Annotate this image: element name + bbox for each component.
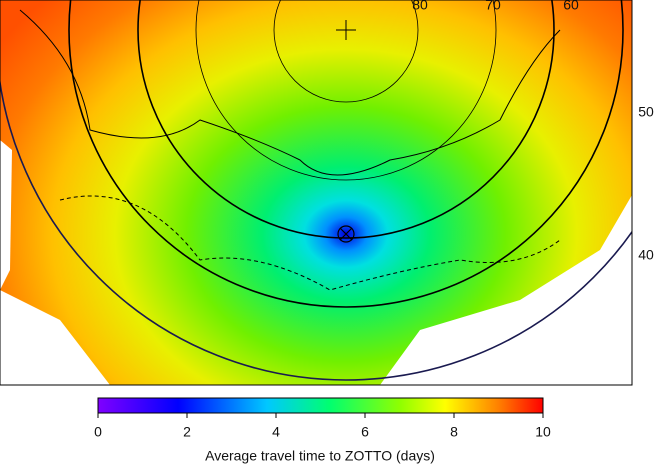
colorbar-tick-label: 8 (450, 424, 458, 440)
colorbar-tick-label: 10 (535, 424, 551, 440)
map-area (0, 0, 632, 385)
latitude-label: 40 (638, 247, 654, 263)
colorbar-tick-label: 2 (183, 424, 191, 440)
latitude-label: 70 (485, 0, 501, 13)
no-data-area (0, 290, 110, 385)
colorbar-tick-label: 0 (94, 424, 102, 440)
colorbar-tick-label: 4 (272, 424, 280, 440)
distance-circle (137, 0, 555, 239)
coastline (19, 9, 561, 176)
latitude-label: 60 (563, 0, 579, 13)
latitude-circle (195, 0, 497, 181)
distance-circle (0, 76, 632, 381)
no-data-area (0, 140, 12, 290)
border (59, 195, 561, 291)
colorbar-label: Average travel time to ZOTTO (days) (205, 448, 435, 464)
latitude-label: 50 (638, 104, 654, 120)
latitude-circle (273, 0, 419, 103)
station-marker (339, 227, 353, 241)
no-data-area (380, 195, 632, 385)
map-frame (0, 0, 633, 386)
distance-circle (68, 0, 624, 308)
colorbar (97, 397, 544, 414)
station-marker (337, 225, 355, 243)
colorbar-tick-label: 6 (361, 424, 369, 440)
latitude-label: 80 (412, 0, 428, 13)
pole-marker (336, 20, 356, 40)
